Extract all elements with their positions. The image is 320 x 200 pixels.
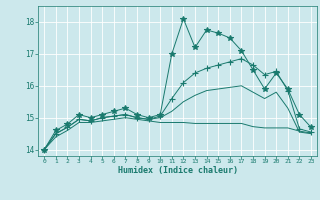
X-axis label: Humidex (Indice chaleur): Humidex (Indice chaleur) [118, 166, 238, 175]
